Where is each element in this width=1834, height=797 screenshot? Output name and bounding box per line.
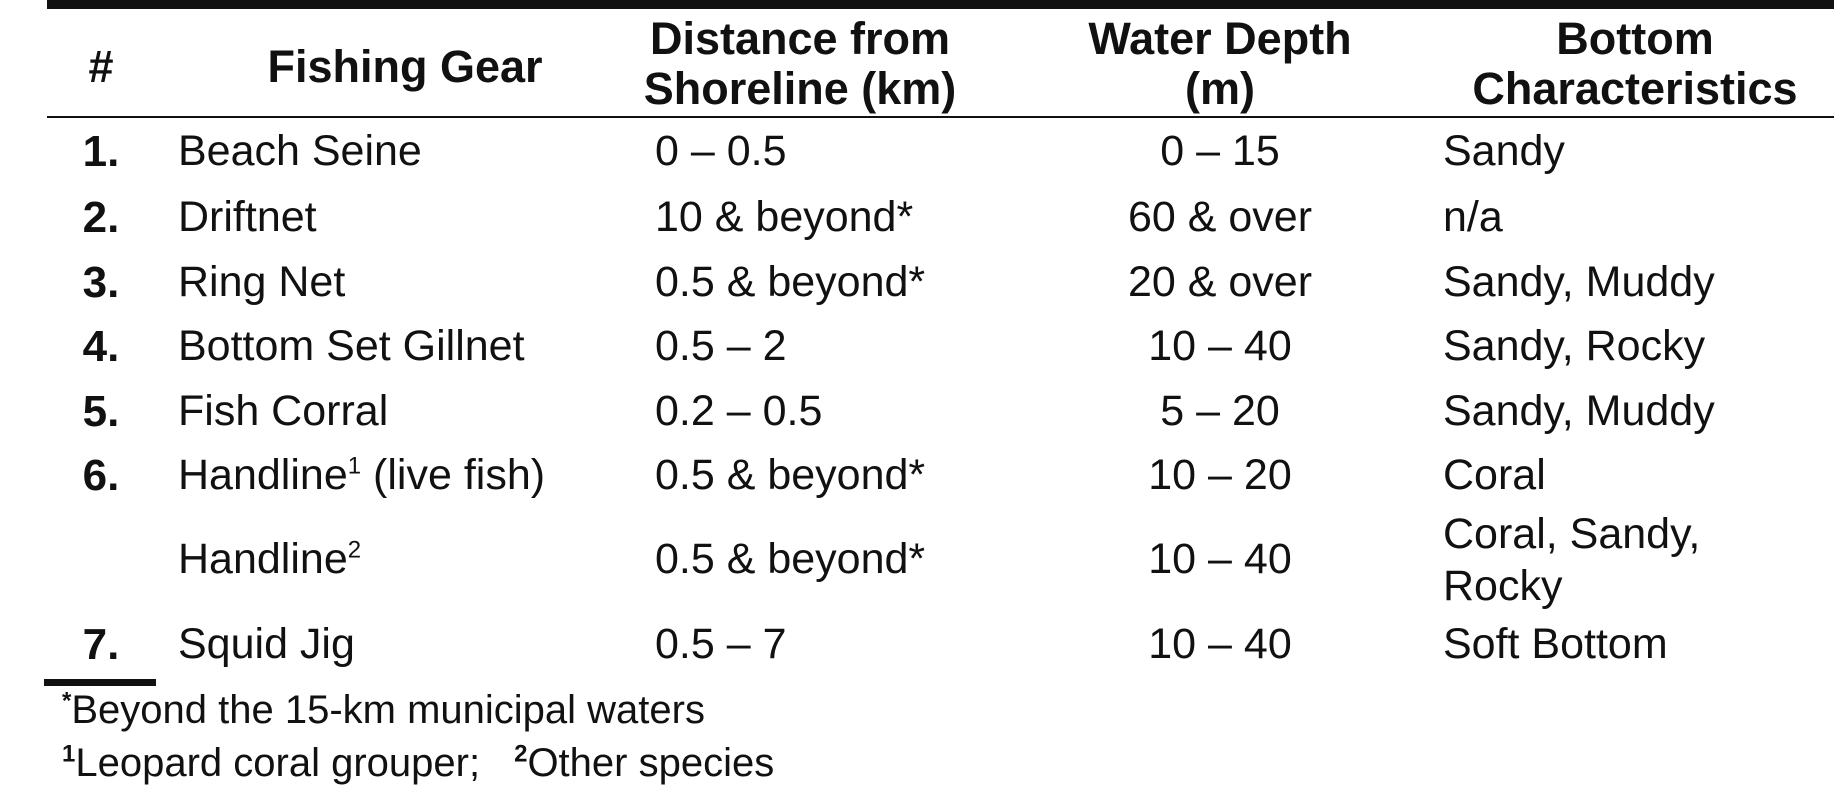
row-5-gear: Fish Corral — [178, 387, 389, 435]
header-number: # — [88, 41, 114, 92]
row-6-gear: Handline1 (live fish) — [178, 451, 545, 499]
table-top-rule — [47, 0, 1834, 9]
row-1-gear: Beach Seine — [178, 127, 422, 175]
header-bottom-characteristics: Bottom Characteristics — [1440, 13, 1830, 115]
row-6-gear-name: Handline — [178, 451, 348, 499]
table-bottom-rule — [44, 679, 156, 686]
row-6-bottom: Coral — [1443, 451, 1546, 499]
row-1-depth: 0 – 15 — [1160, 127, 1280, 175]
row-3-bottom: Sandy, Muddy — [1443, 258, 1715, 306]
row-6b-bottom-line1: Coral, Sandy, — [1443, 510, 1701, 558]
row-1-number: 1. — [82, 127, 120, 176]
row-5-distance: 0.2 – 0.5 — [655, 387, 823, 435]
row-2-bottom: n/a — [1443, 193, 1503, 241]
footnote-asterisk-text: Beyond the 15-km municipal waters — [71, 688, 705, 732]
footnote-1-text: Leopard coral grouper; — [75, 741, 481, 785]
row-5-number: 5. — [82, 387, 120, 436]
footnote-asterisk-mark: * — [62, 687, 72, 715]
header-bottom-line2: Characteristics — [1472, 63, 1798, 115]
row-5-bottom: Sandy, Muddy — [1443, 387, 1715, 435]
row-6-number: 6. — [82, 451, 120, 500]
header-distance-line2: Shoreline (km) — [643, 63, 957, 115]
header-fishing-gear: Fishing Gear — [267, 41, 543, 92]
row-6b-bottom-line2: Rocky — [1443, 561, 1563, 610]
row-6b-gear: Handline2 — [178, 535, 361, 583]
row-4-number: 4. — [82, 322, 120, 371]
footnote-1-mark: 1 — [62, 740, 76, 768]
row-3-depth: 20 & over — [1127, 258, 1313, 306]
row-2-number: 2. — [82, 193, 120, 242]
row-6-gear-suffix: (live fish) — [361, 451, 546, 499]
header-distance: Distance from Shoreline (km) — [640, 13, 960, 115]
row-2-gear: Driftnet — [178, 193, 317, 241]
row-6b-depth: 10 – 40 — [1148, 535, 1292, 583]
row-6b-bottom: Coral, Sandy, Rocky — [1443, 509, 1700, 612]
row-7-depth: 10 – 40 — [1148, 620, 1292, 668]
row-3-gear: Ring Net — [178, 258, 346, 306]
row-4-bottom: Sandy, Rocky — [1443, 322, 1706, 370]
row-6-depth: 10 – 20 — [1148, 451, 1292, 499]
row-7-bottom: Soft Bottom — [1443, 620, 1668, 668]
row-6-distance: 0.5 & beyond* — [655, 451, 926, 499]
row-5-depth: 5 – 20 — [1160, 387, 1280, 435]
row-6b-gear-name: Handline — [178, 535, 348, 583]
header-distance-line1: Distance from — [649, 13, 951, 64]
footnote-2-mark: 2 — [514, 740, 528, 768]
row-4-distance: 0.5 – 2 — [655, 322, 787, 370]
row-1-distance: 0 – 0.5 — [655, 127, 787, 175]
row-2-depth: 60 & over — [1127, 193, 1313, 241]
row-3-distance: 0.5 & beyond* — [655, 258, 926, 306]
row-2-distance: 10 & beyond* — [655, 193, 914, 241]
row-1-bottom: Sandy — [1443, 127, 1565, 175]
header-water-depth: Water Depth (m) — [1070, 13, 1370, 115]
row-4-gear: Bottom Set Gillnet — [178, 322, 525, 370]
row-6b-distance: 0.5 & beyond* — [655, 535, 926, 583]
row-7-number: 7. — [82, 620, 120, 669]
footnote-species: 1Leopard coral grouper; 2Other species — [62, 741, 774, 786]
header-depth-line1: Water Depth — [1088, 13, 1352, 64]
row-3-number: 3. — [82, 258, 120, 307]
table-header-rule — [47, 116, 1834, 118]
row-7-gear: Squid Jig — [178, 620, 355, 668]
header-depth-line2: (m) — [1185, 63, 1255, 115]
row-6-gear-footnote-mark: 1 — [347, 452, 362, 480]
header-bottom-line1: Bottom — [1556, 13, 1714, 64]
row-7-distance: 0.5 – 7 — [655, 620, 787, 668]
row-6b-gear-footnote-mark: 2 — [347, 536, 362, 564]
footnote-2-text: Other species — [527, 741, 775, 785]
row-4-depth: 10 – 40 — [1148, 322, 1292, 370]
footnote-asterisk: *Beyond the 15-km municipal waters — [62, 688, 705, 733]
